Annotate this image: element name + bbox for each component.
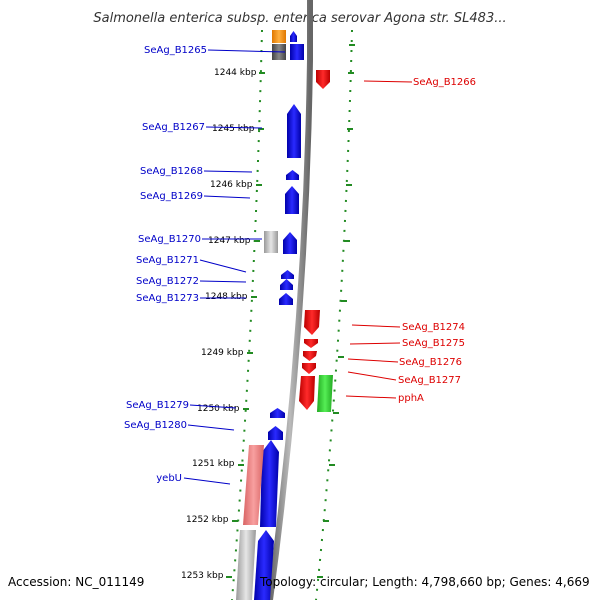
leader-line <box>363 80 413 83</box>
gene-arrow-seag-b1280[interactable] <box>268 426 283 440</box>
leader-line <box>351 324 401 328</box>
leader-line <box>205 126 263 129</box>
gene-label-seag-b1277[interactable]: SeAg_B1277 <box>398 375 461 386</box>
right-leader-lines <box>345 80 413 399</box>
gene-arrow-seag-b1271[interactable] <box>281 270 294 279</box>
gene-arrow-pphA[interactable] <box>299 376 315 410</box>
leader-line <box>349 342 401 345</box>
leader-line <box>347 371 397 381</box>
right-outer-track <box>315 29 353 600</box>
genome-backbone <box>267 0 313 600</box>
feature-light-grey-b1270[interactable] <box>264 231 278 253</box>
feature-pink-pseudo[interactable] <box>243 445 264 525</box>
leader-line <box>345 395 397 399</box>
feature-orange[interactable] <box>272 30 286 43</box>
gene-arrow-seag-b1266[interactable] <box>316 70 330 89</box>
gene-arrow-seag-b1268[interactable] <box>286 170 299 180</box>
gene-arrow-seag-b1279[interactable] <box>270 408 285 418</box>
leader-line <box>203 170 253 173</box>
right-gene-labels: SeAg_B1266 SeAg_B1274 SeAg_B1275 SeAg_B1… <box>398 77 476 404</box>
gene-block-seag-b1265[interactable] <box>290 44 304 60</box>
gene-arrow-seag-b1273[interactable] <box>279 293 293 305</box>
gene-label-seag-b1267[interactable]: SeAg_B1267 <box>142 122 205 133</box>
kbp-label: 1245 kbp <box>212 124 255 134</box>
gene-label-seag-b1271[interactable]: SeAg_B1271 <box>136 255 199 266</box>
gene-arrow-seag-b1275[interactable] <box>304 339 318 348</box>
leader-line <box>189 404 237 409</box>
leader-line <box>347 358 399 363</box>
gene-arrow-seag-b1269[interactable] <box>285 186 299 214</box>
kbp-label: 1246 kbp <box>210 180 253 190</box>
kbp-label: 1252 kbp <box>186 515 229 525</box>
accession-text: Accession: NC_011149 <box>8 575 144 589</box>
left-gene-labels: SeAg_B1265 SeAg_B1267 SeAg_B1268 SeAg_B1… <box>124 45 207 484</box>
gene-label-seag-b1279[interactable]: SeAg_B1279 <box>126 400 189 411</box>
leader-line <box>207 49 286 53</box>
gene-label-seag-b1266[interactable]: SeAg_B1266 <box>413 77 476 88</box>
kbp-label: 1248 kbp <box>205 292 248 302</box>
gene-label-seag-b1270[interactable]: SeAg_B1270 <box>138 234 201 245</box>
kbp-label: 1251 kbp <box>192 459 235 469</box>
gene-arrow-seag-b1276[interactable] <box>303 351 317 361</box>
gene-label-seag-b1265[interactable]: SeAg_B1265 <box>144 45 207 56</box>
kbp-label: 1253 kbp <box>181 571 224 581</box>
left-outer-track <box>231 29 263 600</box>
rna-gene-green[interactable] <box>317 375 333 412</box>
gene-label-seag-b1269[interactable]: SeAg_B1269 <box>140 191 203 202</box>
gene-arrow-seag-b1270[interactable] <box>283 232 297 254</box>
gene-arrow-seag-b1272[interactable] <box>280 279 293 290</box>
leader-line <box>199 280 247 283</box>
forward-genes <box>254 31 304 600</box>
gene-arrow-seag-b1277[interactable] <box>302 363 316 374</box>
gene-arrow-lower[interactable] <box>254 530 274 600</box>
gene-label-seag-b1268[interactable]: SeAg_B1268 <box>140 166 203 177</box>
leader-line <box>187 424 235 431</box>
gene-label-seag-b1276[interactable]: SeAg_B1276 <box>399 357 462 368</box>
gene-label-seag-b1275[interactable]: SeAg_B1275 <box>402 338 465 349</box>
gene-label-yebu[interactable]: yebU <box>156 473 182 484</box>
gene-arrow-seag-b1274[interactable] <box>304 310 320 335</box>
kbp-label: 1249 kbp <box>201 348 244 358</box>
feature-light-grey-lower[interactable] <box>236 530 256 600</box>
topology-text: Topology: circular; Length: 4,798,660 bp… <box>259 575 590 589</box>
gene-arrow-seag-b1267[interactable] <box>287 104 301 158</box>
kbp-labels: 1244 kbp 1245 kbp 1246 kbp 1247 kbp 1248… <box>181 68 257 581</box>
kbp-label: 1247 kbp <box>208 236 251 246</box>
gene-label-seag-b1272[interactable]: SeAg_B1272 <box>136 276 199 287</box>
gene-arrow-seag-b1265-upper[interactable] <box>290 31 297 42</box>
reverse-genes <box>299 70 333 412</box>
gene-label-pphA[interactable]: pphA <box>398 393 424 404</box>
kbp-label: 1250 kbp <box>197 404 240 414</box>
track-dots <box>231 29 353 600</box>
leader-line <box>203 195 251 199</box>
map-title: Salmonella enterica subsp. enterica sero… <box>93 11 506 26</box>
track-ticks <box>226 44 355 578</box>
leader-line <box>183 477 231 485</box>
gene-label-seag-b1273[interactable]: SeAg_B1273 <box>136 293 199 304</box>
gene-arrow-yebu[interactable] <box>260 440 279 527</box>
leader-line <box>199 259 247 273</box>
left-leader-lines <box>183 49 286 485</box>
gene-label-seag-b1274[interactable]: SeAg_B1274 <box>402 322 465 333</box>
kbp-label: 1244 kbp <box>214 68 257 78</box>
gene-label-seag-b1280[interactable]: SeAg_B1280 <box>124 420 187 431</box>
